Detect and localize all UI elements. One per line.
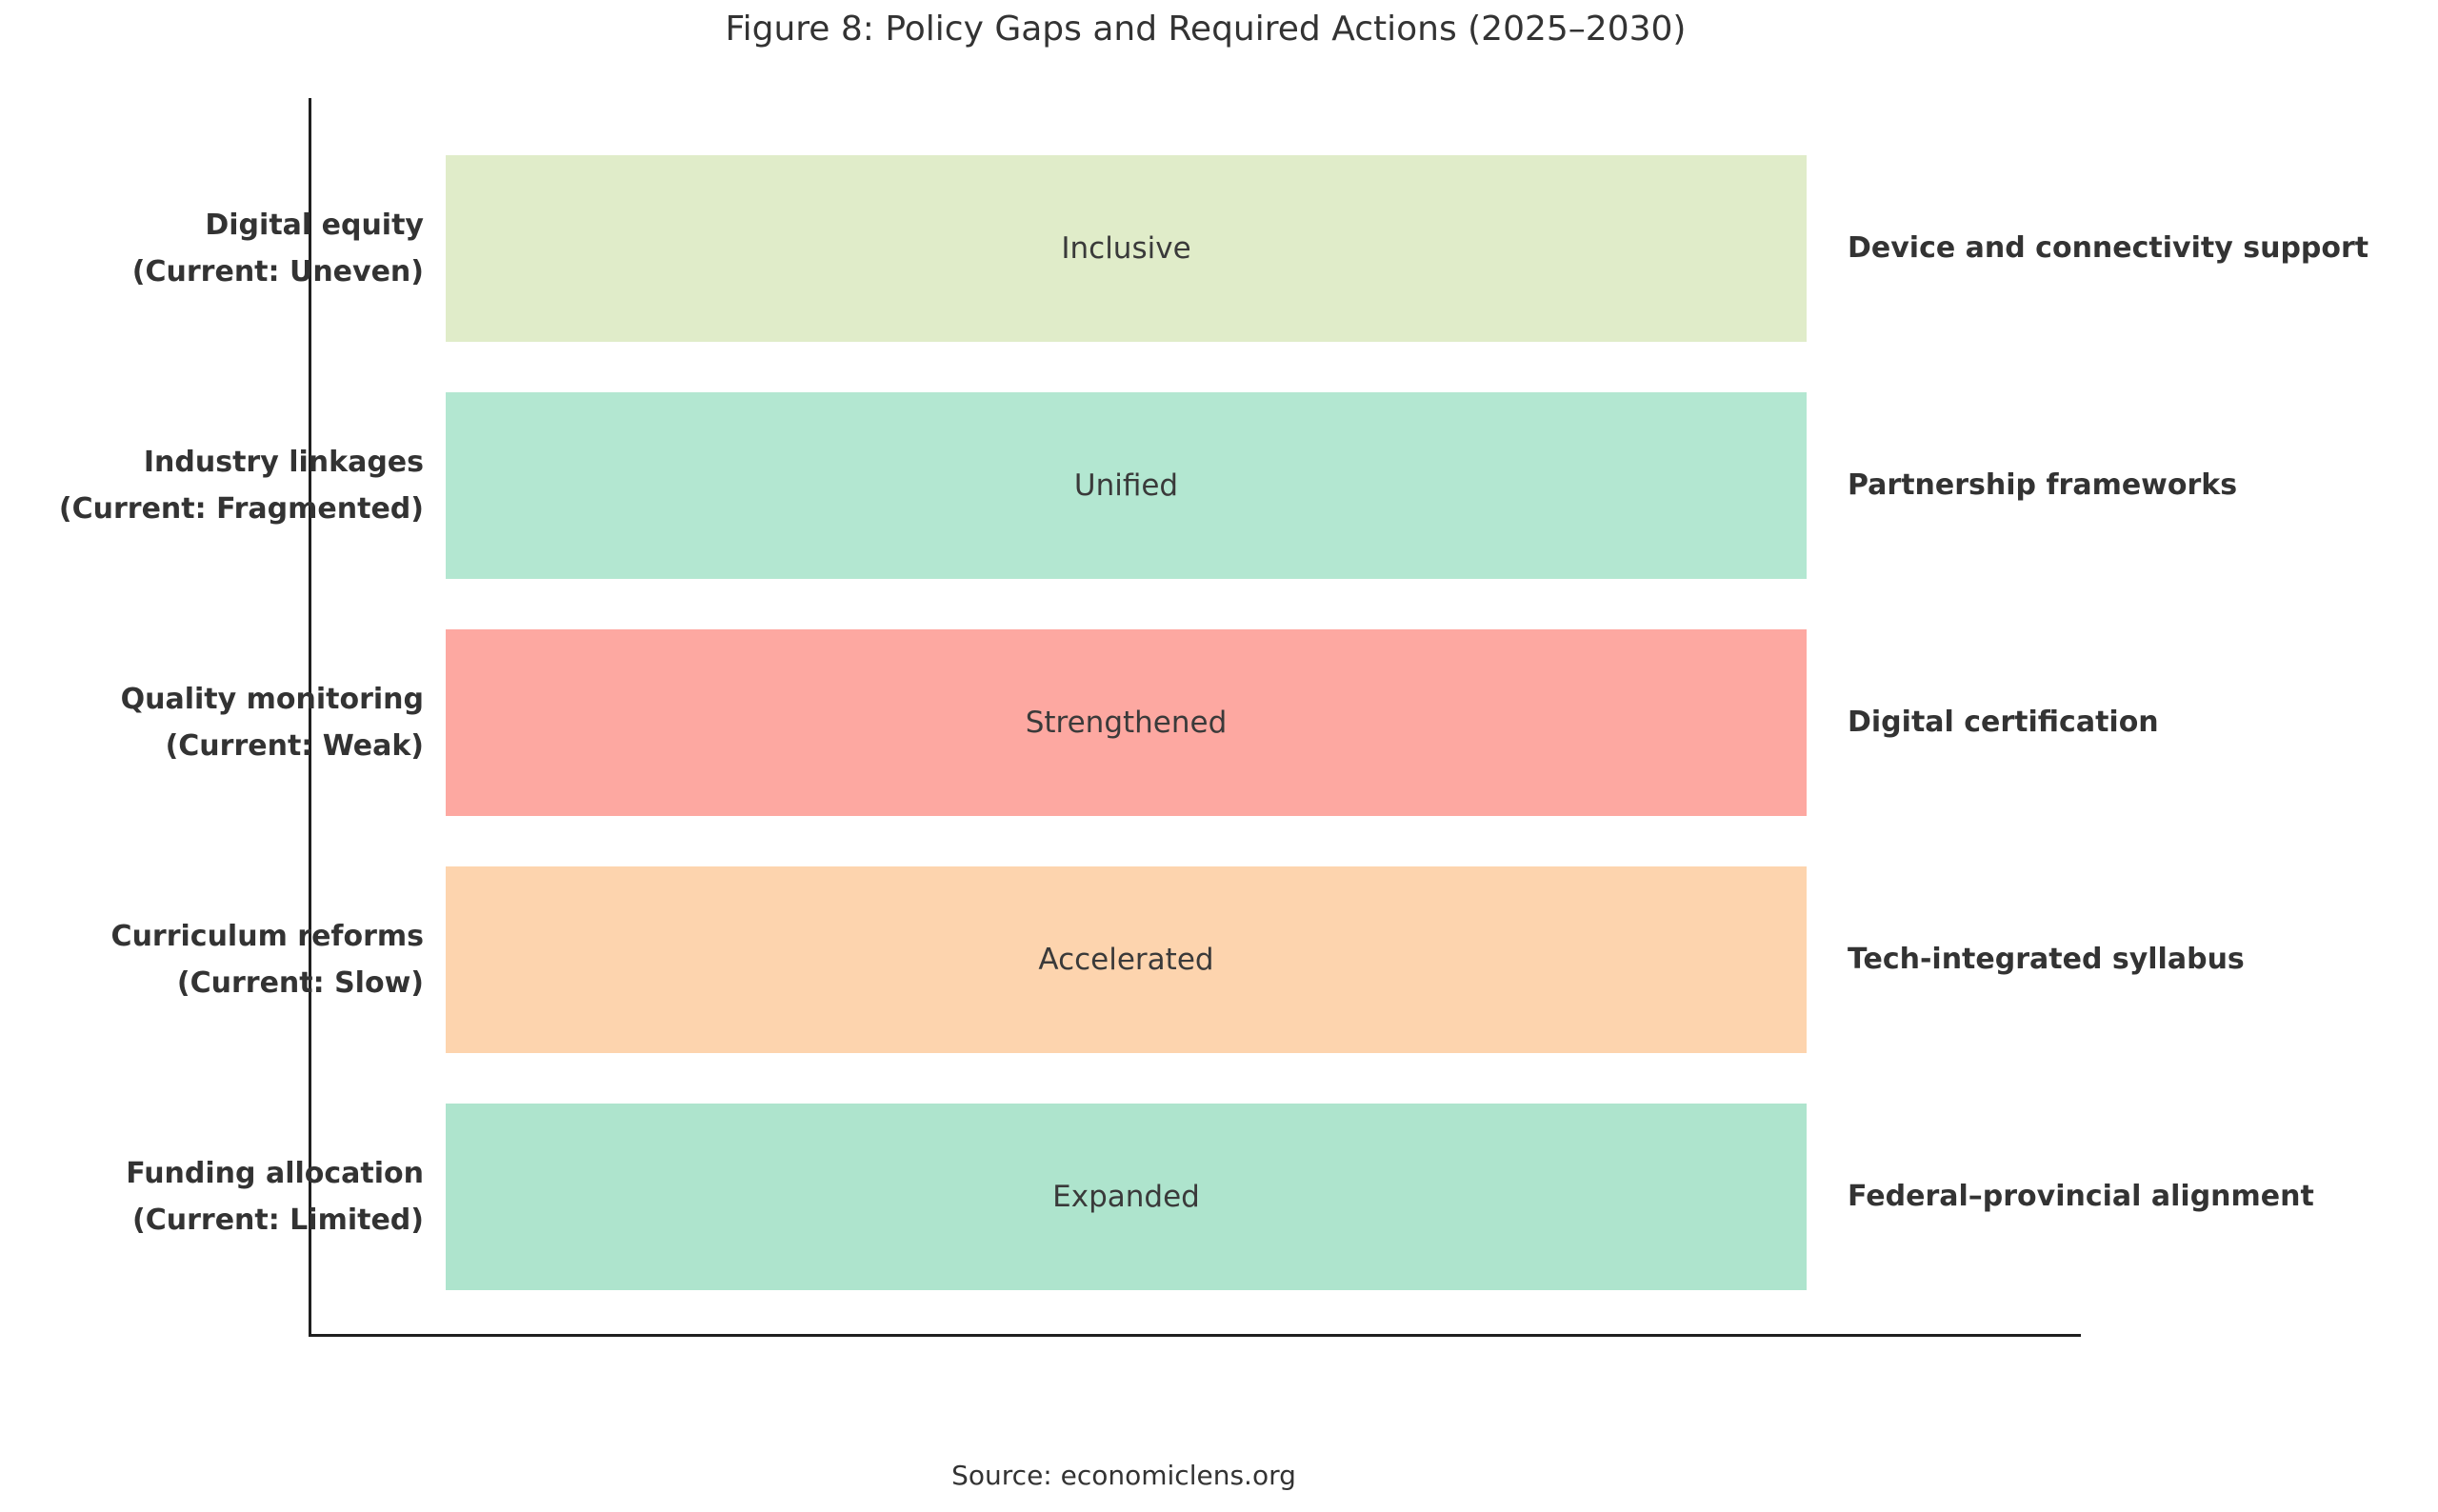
y-tick-label: Funding allocation (Current: Limited) xyxy=(0,1150,424,1243)
source-attribution: Source: economiclens.org xyxy=(951,1460,1296,1491)
required-action-label: Partnership frameworks xyxy=(1848,468,2238,502)
category-current-state: (Current: Weak) xyxy=(165,729,424,763)
bar-value-label: Expanded xyxy=(1052,1180,1200,1214)
bar-value-label: Inclusive xyxy=(1061,231,1191,266)
bar-funding-allocation: Expanded xyxy=(446,1104,1807,1290)
category-name: Funding allocation xyxy=(126,1157,424,1190)
category-current-state: (Current: Fragmented) xyxy=(58,492,424,526)
category-current-state: (Current: Limited) xyxy=(132,1204,424,1237)
bar-value-label: Accelerated xyxy=(1038,943,1214,977)
category-current-state: (Current: Uneven) xyxy=(131,255,424,288)
required-action-label: Device and connectivity support xyxy=(1848,231,2369,265)
y-axis-line xyxy=(309,98,311,1337)
required-action-label: Digital certification xyxy=(1848,706,2159,739)
required-action-label: Tech-integrated syllabus xyxy=(1848,943,2245,976)
bar-value-label: Unified xyxy=(1073,468,1179,503)
bar-value-label: Strengthened xyxy=(1025,706,1228,740)
x-axis-line xyxy=(309,1334,2081,1337)
category-current-state: (Current: Slow) xyxy=(176,966,424,1000)
y-tick-label: Digital equity (Current: Uneven) xyxy=(0,202,424,295)
bar-industry-linkages: Unified xyxy=(446,392,1807,579)
y-tick-label: Quality monitoring (Current: Weak) xyxy=(0,676,424,769)
category-name: Curriculum reforms xyxy=(110,920,424,953)
bar-digital-equity: Inclusive xyxy=(446,155,1807,342)
category-name: Industry linkages xyxy=(143,446,424,479)
category-name: Digital equity xyxy=(205,209,424,242)
required-action-label: Federal–provincial alignment xyxy=(1848,1180,2314,1213)
bar-quality-monitoring: Strengthened xyxy=(446,629,1807,816)
y-tick-label: Curriculum reforms (Current: Slow) xyxy=(0,913,424,1006)
bar-curriculum-reforms: Accelerated xyxy=(446,866,1807,1053)
y-tick-label: Industry linkages (Current: Fragmented) xyxy=(0,439,424,532)
category-name: Quality monitoring xyxy=(120,683,424,716)
chart-title: Figure 8: Policy Gaps and Required Actio… xyxy=(725,10,1687,49)
